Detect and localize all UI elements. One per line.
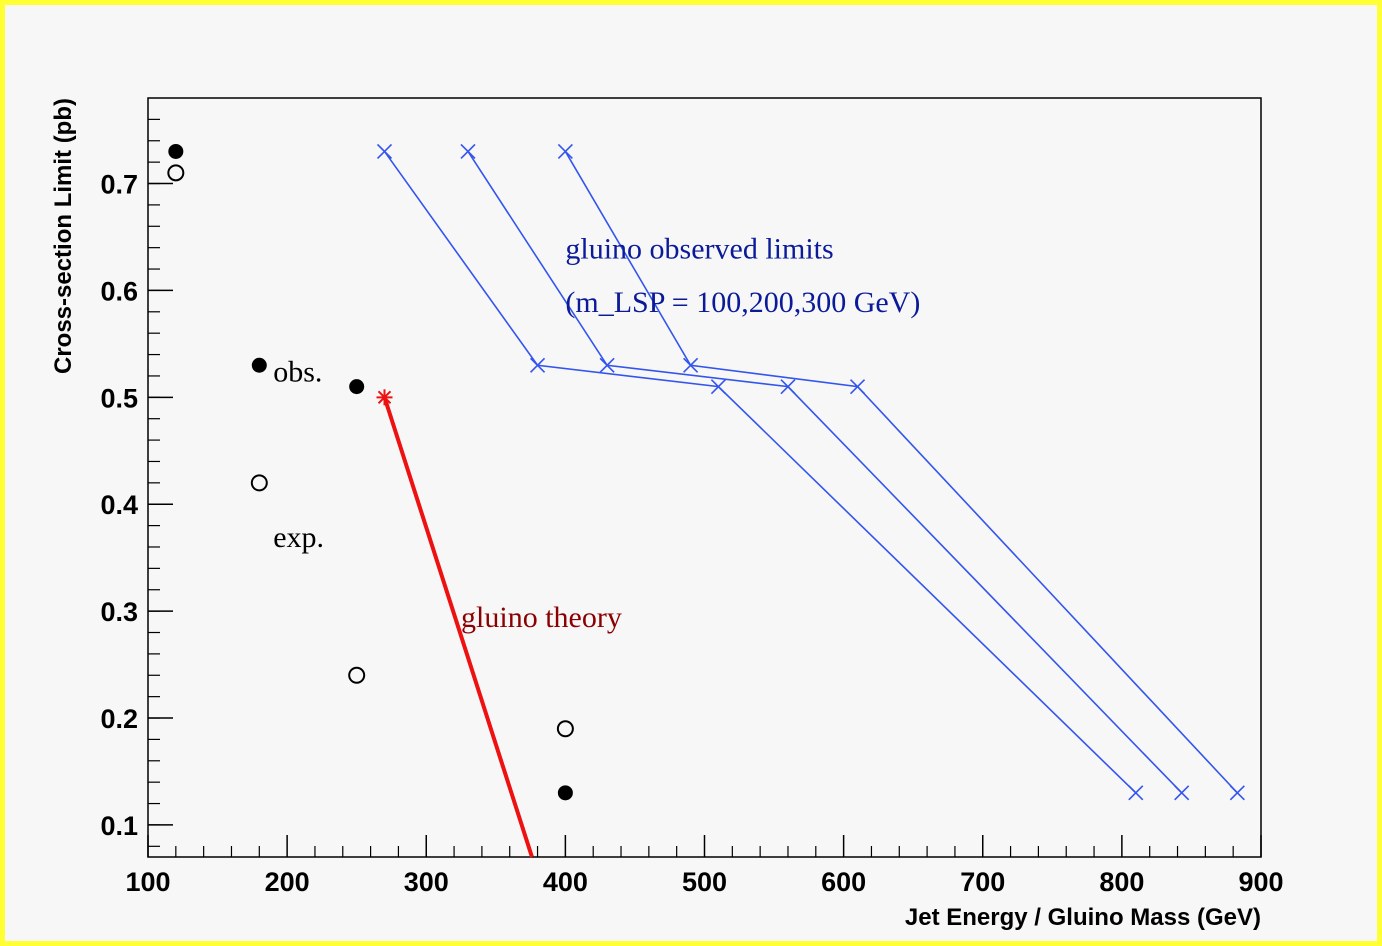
x-tick-label: 600 [821,867,866,897]
x-marker-point [710,379,726,395]
x-tick-label: 300 [404,867,449,897]
y-tick-label: 0.2 [100,704,138,734]
x-tick-label: 100 [125,867,170,897]
exp-label: exp. [273,521,324,554]
x-tick-label: 800 [1099,867,1144,897]
x-tick-label: 400 [543,867,588,897]
star-marker-stroke [377,390,392,405]
x-marker-stroke [529,357,546,373]
x-marker-stroke [683,357,699,373]
m-lsp-label: (m_LSP = 100,200,300 GeV) [565,286,920,319]
observed-limits-label: gluino observed limits [565,232,833,265]
y-tick-label: 0.3 [100,597,138,627]
y-tick-label: 0.4 [100,490,138,520]
x-marker-stroke [599,357,615,373]
series-layer [167,143,1245,858]
x-marker-point [1229,785,1245,801]
plot-frame [147,97,1262,858]
x-marker-point [557,143,573,160]
x-marker-stroke [460,143,476,160]
star-marker-point [376,389,393,406]
y-axis-title: Cross-section Limit (pb) [50,98,77,374]
annotation-layer: obs. exp. gluino theory gluino observed lim… [273,232,920,634]
x-marker-point [460,143,476,160]
x-marker-point [780,379,796,395]
y-tick-label: 0.6 [100,276,138,306]
observed-limit-line [467,151,1183,794]
obs-label: obs. [273,355,322,388]
x-tick-label: 200 [265,867,310,897]
x-marker-stroke [1128,785,1144,801]
x-marker-point [599,357,615,373]
observed-limit-line [564,151,1238,794]
x-tick-label: 700 [960,867,1005,897]
observed-limit-line [383,150,1137,794]
x-marker-point [1174,785,1190,801]
x-marker-stroke [1229,785,1245,801]
observed-point [557,785,573,801]
x-marker-point [849,379,866,395]
expected-point [348,666,366,684]
y-tick-label: 0.7 [100,170,138,200]
expected-point [167,164,185,182]
x-tick-label: 500 [682,867,727,897]
x-marker-stroke [557,143,573,160]
x-marker-stroke [710,379,726,395]
x-marker-stroke [1174,785,1190,801]
x-marker-point [376,143,393,160]
x-marker-point [1128,785,1144,801]
theory-line [382,396,534,858]
x-axis-title: Jet Energy / Gluino Mass (GeV) [905,904,1261,931]
axes-layer: 100 200 300 400 500 600 700 800 900 0.1 0.2 0.3 0.4 0… [50,97,1284,931]
cross-section-limit-chart: 100 200 300 400 500 600 700 800 900 0.1 0.2 0.3 0.4 0… [50,97,1284,931]
x-marker-stroke [376,143,393,160]
observed-point [168,143,184,159]
observed-point [349,379,365,395]
x-marker-point [529,357,546,373]
x-marker-stroke [849,379,866,395]
x-marker-point [683,357,699,373]
x-tick-label: 900 [1238,867,1283,897]
y-tick-label: 0.1 [100,811,138,841]
expected-point [250,474,268,492]
expected-point [556,720,574,738]
observed-point [251,357,267,373]
gluino-theory-label: gluino theory [461,601,622,634]
x-marker-stroke [780,379,796,395]
y-tick-label: 0.5 [100,383,138,413]
